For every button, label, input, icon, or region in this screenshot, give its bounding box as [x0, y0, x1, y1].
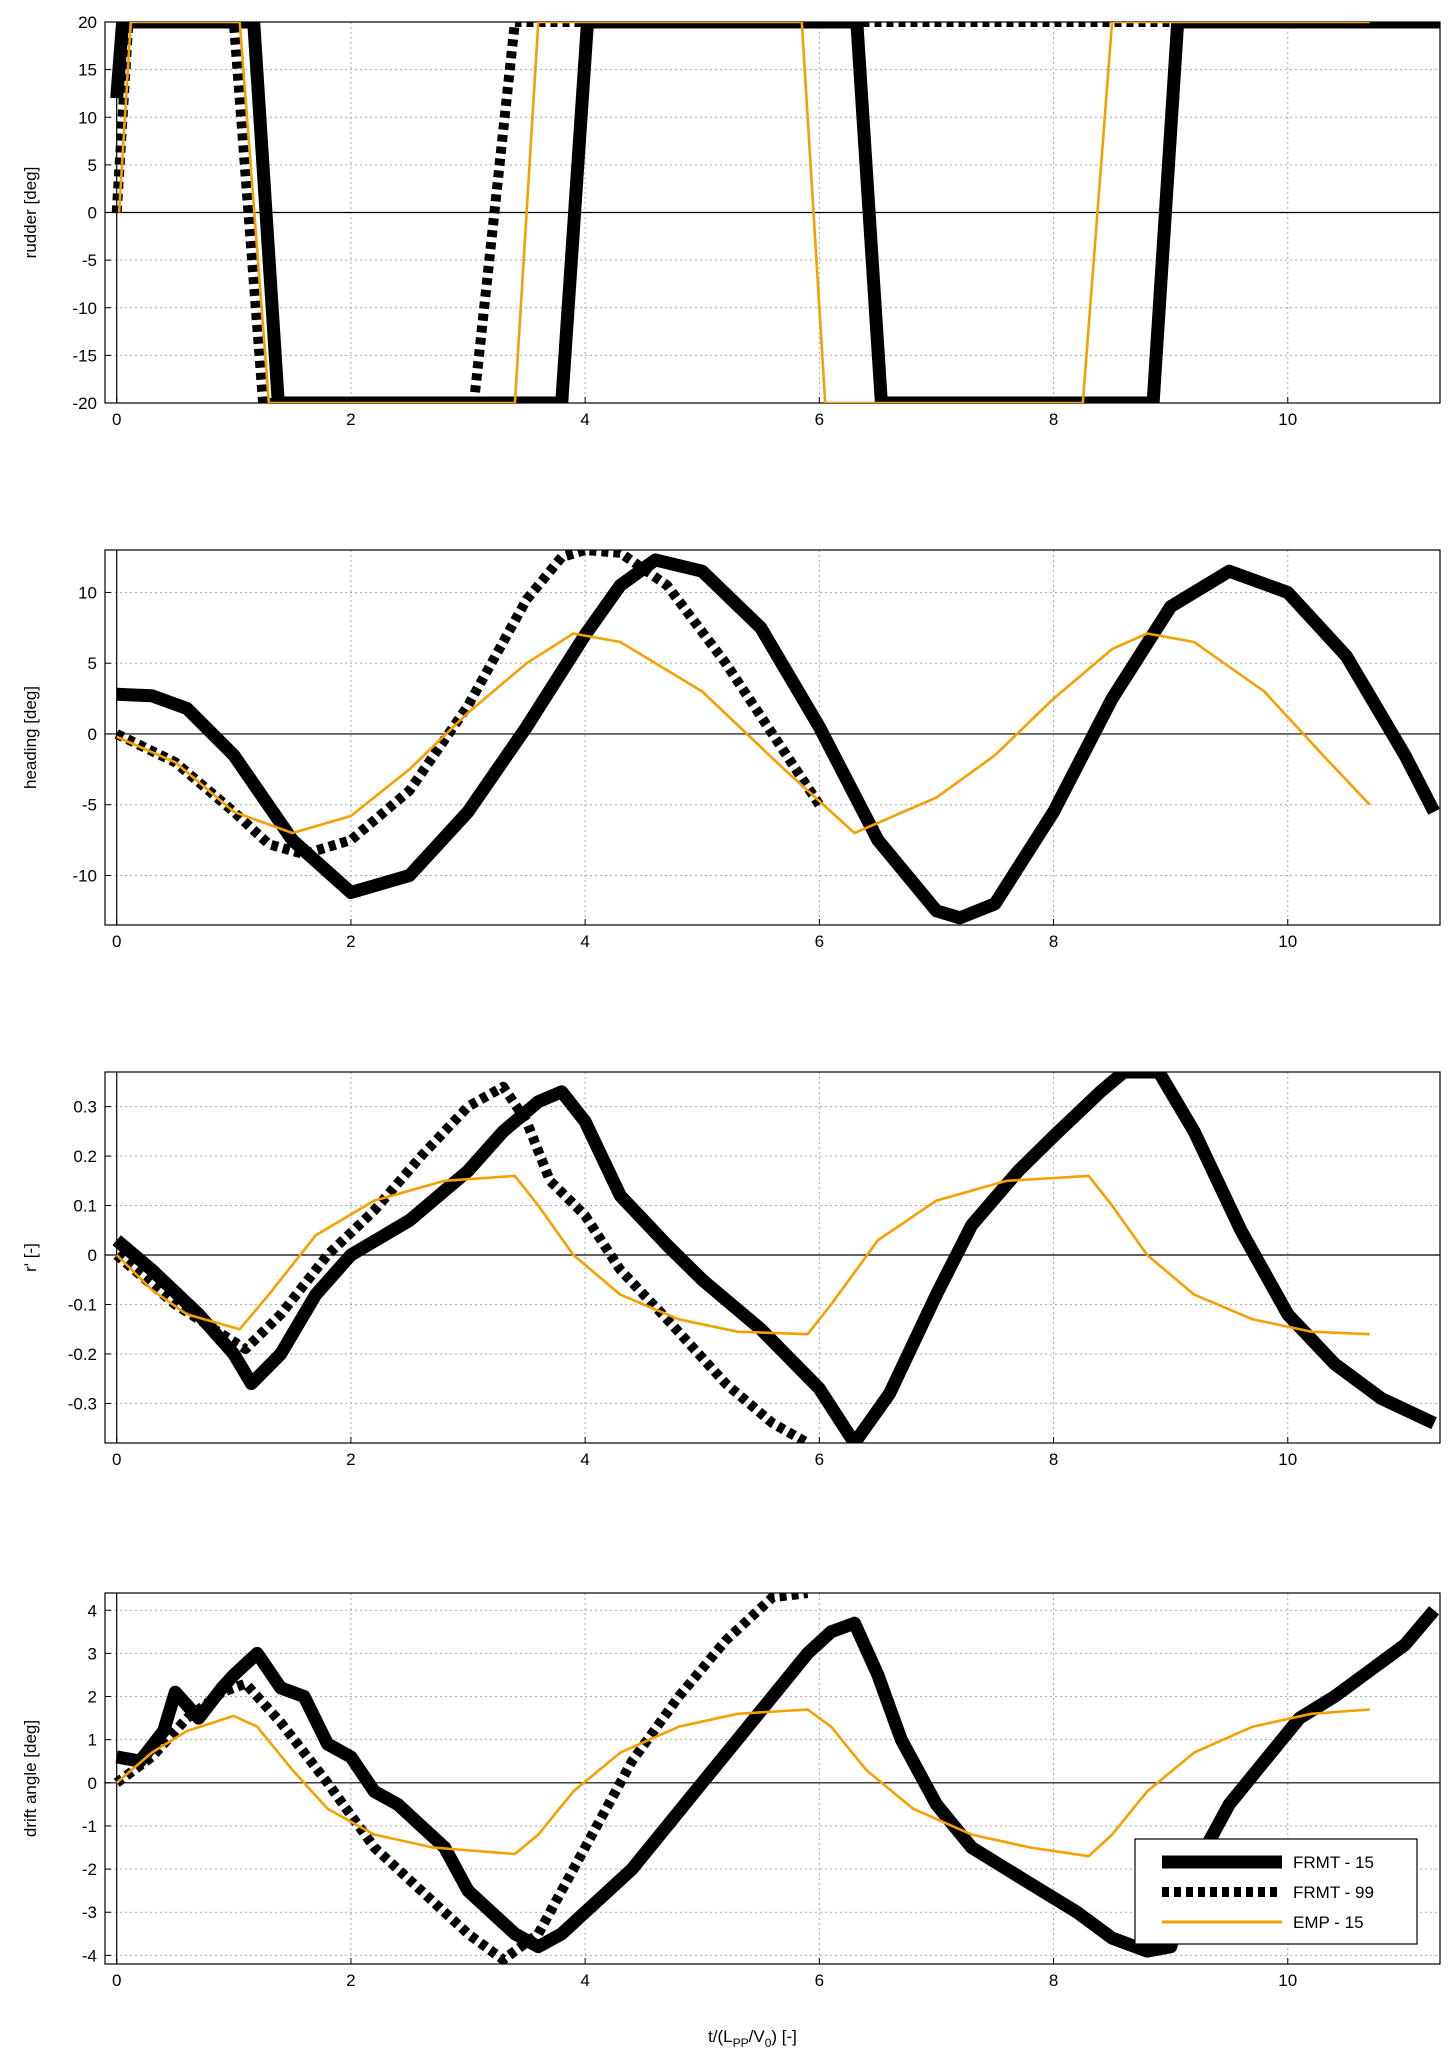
legend-label: FRMT - 99: [1293, 1883, 1374, 1902]
y-tick-label: -4: [82, 1946, 97, 1965]
legend: FRMT - 15 FRMT - 99 EMP - 15: [1134, 1838, 1418, 1945]
series-line-frmt-15: [116, 553, 1440, 925]
y-tick-label: -0.3: [68, 1394, 97, 1413]
x-tick-label: 0: [112, 410, 121, 429]
series-group: [110, 22, 1440, 403]
y-tick-label: 0: [88, 725, 97, 744]
x-tick-label: 8: [1049, 1450, 1058, 1469]
x-axis-label-part: 0: [765, 2036, 772, 2050]
series-line-frmt-99: [113, 1593, 809, 1964]
y-tick-label: -0.2: [68, 1345, 97, 1364]
x-tick-label: 6: [815, 932, 824, 951]
legend-label: FRMT - 15: [1293, 1853, 1374, 1872]
x-axis-label-part: t/(L: [708, 2027, 733, 2046]
y-tick-label: 10: [78, 583, 97, 602]
x-tick-label: 0: [112, 1971, 121, 1990]
y-tick-label: -1: [82, 1817, 97, 1836]
y-tick-label: 0.1: [73, 1197, 97, 1216]
y-tick-label: -3: [82, 1903, 97, 1922]
x-tick-label: 2: [346, 932, 355, 951]
x-tick-label: 10: [1278, 1450, 1297, 1469]
x-axis-label-part: ) [-]: [771, 2027, 797, 2046]
y-tick-label: -20: [72, 394, 97, 413]
panel-4: 0 2 4 6 8 10 -4 -3 -2 -1 0 1 2 3 4 drift angle [deg]: [21, 1592, 1441, 1990]
x-tick-label: 6: [815, 410, 824, 429]
y-tick-label: -5: [82, 796, 97, 815]
y-axis-label: r' [-]: [21, 1243, 40, 1272]
x-axis-label: t/(LPP/V0) [-]: [708, 2027, 797, 2050]
series-line-frmt-99: [114, 550, 824, 860]
y-tick-label: 0.2: [73, 1147, 97, 1166]
panel-3: 0 2 4 6 8 10 -0.3 -0.2 -0.1 0 0.1 0.2 0.3 r' [-]: [21, 1071, 1441, 1469]
x-tick-label: 8: [1049, 932, 1058, 951]
y-tick-label: -2: [82, 1860, 97, 1879]
x-tick-label: 8: [1049, 410, 1058, 429]
y-tick-label: -0.1: [68, 1295, 97, 1314]
x-axis-label-part: PP: [733, 2036, 749, 2050]
x-tick-label: 2: [346, 1450, 355, 1469]
series-line-frmt-15: [115, 1606, 1440, 1958]
plot-frame: [104, 1071, 1441, 1444]
x-tick-label: 4: [580, 410, 589, 429]
y-tick-label: 1: [88, 1731, 97, 1750]
y-axis-label: drift angle [deg]: [21, 1720, 40, 1837]
y-tick-label: -5: [82, 251, 97, 270]
x-tick-label: 4: [580, 1450, 589, 1469]
series-group: [112, 1072, 1437, 1443]
series-line-frmt-15: [110, 22, 1440, 403]
y-tick-label: 2: [88, 1688, 97, 1707]
x-axis-label-part: /V: [749, 2027, 766, 2046]
series-line-emp-15: [117, 22, 1370, 403]
y-tick-label: -15: [72, 346, 97, 365]
panel-1: 0 2 4 6 8 10 -20 -15 -10 -5 0 5 10 15 20 rudder [deg]: [21, 13, 1441, 429]
y-tick-label: -10: [72, 866, 97, 885]
y-tick-label: 10: [78, 108, 97, 127]
y-axis-label: rudder [deg]: [21, 167, 40, 259]
y-tick-label: 0: [88, 1774, 97, 1793]
y-tick-label: 0.3: [73, 1098, 97, 1117]
x-tick-label: 10: [1278, 932, 1297, 951]
y-tick-label: 4: [88, 1601, 97, 1620]
series-line-frmt-15: [112, 1072, 1437, 1443]
series-line-frmt-99: [113, 1081, 811, 1443]
series-line-emp-15: [115, 1708, 1370, 1858]
y-tick-label: 20: [78, 13, 97, 32]
x-tick-label: 4: [580, 1971, 589, 1990]
y-tick-label: 15: [78, 61, 97, 80]
x-tick-label: 2: [346, 1971, 355, 1990]
series-group: [113, 1593, 1440, 1964]
x-tick-label: 10: [1278, 1971, 1297, 1990]
x-tick-label: 6: [815, 1450, 824, 1469]
y-tick-label: 0: [88, 1246, 97, 1265]
series-line-emp-15: [116, 632, 1371, 835]
series-group: [114, 550, 1440, 925]
panel-2: 0 2 4 6 8 10 -10 -5 0 5 10 heading [deg]: [21, 549, 1441, 951]
y-axis-label: heading [deg]: [21, 686, 40, 789]
x-tick-label: 8: [1049, 1971, 1058, 1990]
y-tick-label: 0: [88, 204, 97, 223]
y-tick-label: -10: [72, 299, 97, 318]
x-tick-label: 0: [112, 932, 121, 951]
x-tick-label: 6: [815, 1971, 824, 1990]
series-line-emp-15: [115, 1174, 1370, 1336]
x-tick-label: 10: [1278, 410, 1297, 429]
legend-label: EMP - 15: [1293, 1913, 1364, 1932]
y-tick-label: 5: [88, 156, 97, 175]
plot-frame: [104, 549, 1441, 926]
x-tick-label: 2: [346, 410, 355, 429]
y-tick-label: 5: [88, 654, 97, 673]
y-tick-label: 3: [88, 1644, 97, 1663]
x-tick-label: 4: [580, 932, 589, 951]
x-tick-label: 0: [112, 1450, 121, 1469]
